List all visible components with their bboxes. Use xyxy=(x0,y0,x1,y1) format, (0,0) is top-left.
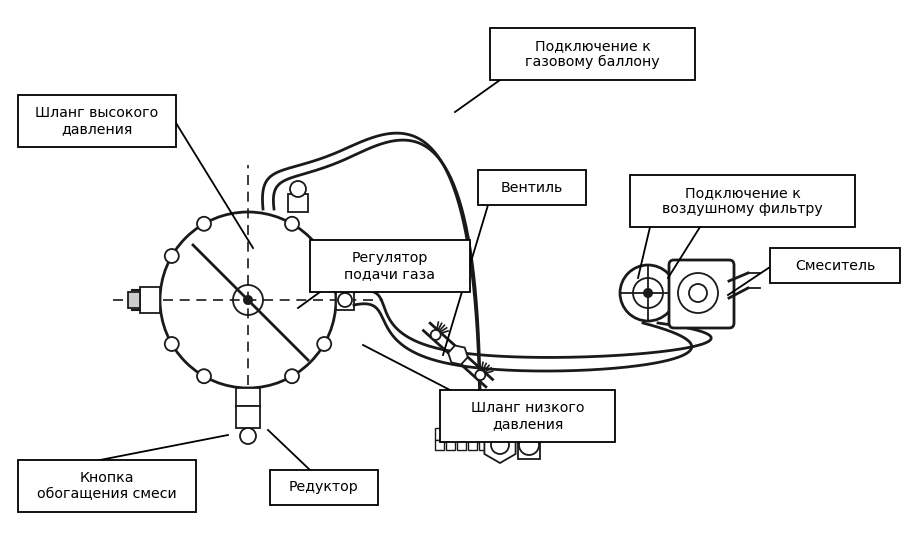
Bar xyxy=(236,406,260,428)
Text: Подключение к
газовому баллону: Подключение к газовому баллону xyxy=(525,39,660,69)
Circle shape xyxy=(317,337,331,351)
Bar xyxy=(128,292,140,308)
FancyBboxPatch shape xyxy=(18,460,196,512)
Circle shape xyxy=(285,217,299,231)
Circle shape xyxy=(678,273,718,313)
Circle shape xyxy=(290,181,306,197)
FancyBboxPatch shape xyxy=(630,175,855,227)
Bar xyxy=(518,431,540,459)
Circle shape xyxy=(338,293,352,307)
Bar xyxy=(457,428,466,440)
Bar xyxy=(435,440,444,450)
Bar xyxy=(140,287,160,313)
Bar xyxy=(468,428,477,440)
Bar xyxy=(446,428,455,440)
Circle shape xyxy=(165,337,179,351)
Bar xyxy=(336,290,354,310)
Circle shape xyxy=(197,369,211,383)
Bar xyxy=(446,440,455,450)
Bar xyxy=(479,440,488,450)
FancyBboxPatch shape xyxy=(490,28,695,80)
Bar xyxy=(435,428,444,440)
FancyBboxPatch shape xyxy=(18,95,176,147)
Text: Вентиль: Вентиль xyxy=(501,181,563,194)
Bar xyxy=(479,428,488,440)
Bar xyxy=(468,440,477,450)
Text: Подключение к
воздушному фильтру: Подключение к воздушному фильтру xyxy=(662,186,823,216)
Text: Шланг низкого
давления: Шланг низкого давления xyxy=(470,401,584,431)
Text: Редуктор: Редуктор xyxy=(289,480,359,495)
FancyBboxPatch shape xyxy=(669,260,734,328)
Text: Смеситель: Смеситель xyxy=(795,258,875,273)
FancyBboxPatch shape xyxy=(770,248,900,283)
Circle shape xyxy=(317,249,331,263)
Text: Регулятор
подачи газа: Регулятор подачи газа xyxy=(345,251,436,281)
Text: Шланг высокого
давления: Шланг высокого давления xyxy=(36,106,159,136)
Circle shape xyxy=(197,217,211,231)
Circle shape xyxy=(643,288,653,298)
Circle shape xyxy=(285,369,299,383)
FancyBboxPatch shape xyxy=(270,470,378,505)
Bar xyxy=(457,440,466,450)
Circle shape xyxy=(431,330,441,340)
Bar xyxy=(240,406,256,420)
FancyBboxPatch shape xyxy=(440,390,615,442)
Circle shape xyxy=(243,295,253,305)
FancyBboxPatch shape xyxy=(478,170,586,205)
Circle shape xyxy=(620,265,676,321)
Circle shape xyxy=(240,428,256,444)
Circle shape xyxy=(491,436,509,454)
FancyBboxPatch shape xyxy=(310,240,470,292)
Circle shape xyxy=(165,249,179,263)
Bar xyxy=(236,388,260,408)
Text: Кнопка
обогащения смеси: Кнопка обогащения смеси xyxy=(38,471,177,501)
Bar xyxy=(288,194,308,212)
Circle shape xyxy=(475,370,485,380)
